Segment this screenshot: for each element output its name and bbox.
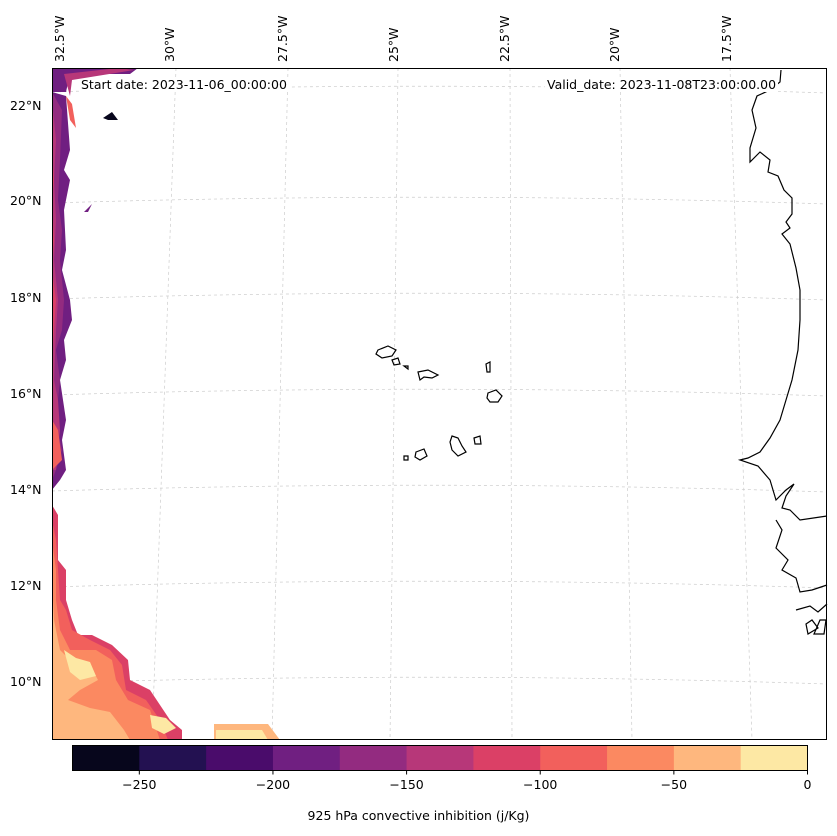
colorbar-segment xyxy=(540,745,608,771)
colorbar-tick-label: −200 xyxy=(255,776,291,792)
island-santiago xyxy=(449,435,467,457)
island-sal xyxy=(485,361,491,373)
island-santo-antao xyxy=(375,345,397,359)
colorbar-segment xyxy=(206,745,274,771)
colorbar-label: 925 hPa convective inhibition (j/Kg) xyxy=(307,808,530,823)
lat-label-14: 14°N xyxy=(10,482,42,497)
colorbar-segment xyxy=(339,745,408,771)
cin-contours xyxy=(52,68,280,740)
gridline-lat-16 xyxy=(51,388,828,397)
lat-label-12: 12°N xyxy=(10,578,42,593)
coastline-south xyxy=(775,519,828,635)
gridline-lon-30 xyxy=(151,67,177,741)
gridline-lat-20 xyxy=(51,196,828,205)
colorbar-segment xyxy=(406,745,474,771)
colorbar-tick-label: −100 xyxy=(523,776,558,792)
gridline-lat-12 xyxy=(51,580,828,589)
island-boa-vista xyxy=(486,389,503,403)
gridline-lon-25 xyxy=(389,67,399,741)
colorbar-tick-label: −250 xyxy=(122,776,157,792)
colorbar-frame xyxy=(72,745,808,771)
colorbar-segment xyxy=(607,745,675,771)
lat-label-16: 16°N xyxy=(10,386,42,401)
contour-lower-left-pale xyxy=(64,650,96,680)
colorbar-tick-label: −150 xyxy=(389,776,424,792)
lon-label-25: 25°W xyxy=(386,27,401,62)
cape-verde-islands xyxy=(375,345,503,461)
colorbar-segment xyxy=(139,745,207,771)
island-brava xyxy=(403,455,409,461)
island-santa-luzia xyxy=(402,365,409,371)
colorbar-segment xyxy=(272,745,341,771)
colorbar-tick-label: −50 xyxy=(660,776,688,792)
colorbar-segment xyxy=(740,745,808,771)
gridline-lat-14 xyxy=(51,484,828,493)
start-date-label: Start date: 2023-11-06_00:00:00 xyxy=(79,77,289,92)
map-frame xyxy=(52,68,827,740)
island-maio xyxy=(473,435,482,445)
lon-label-17-5: 17.5°W xyxy=(719,15,734,62)
island-fogo xyxy=(414,448,428,461)
island-sao-vicente xyxy=(391,357,401,366)
colorbar-segment xyxy=(673,745,742,771)
lon-label-32-5: 32.5°W xyxy=(52,15,67,62)
colorbar-tick-label: 0 xyxy=(803,776,812,792)
lat-label-18: 18°N xyxy=(10,290,42,305)
lat-label-10: 10°N xyxy=(10,674,42,689)
lon-label-20: 20°W xyxy=(607,27,622,62)
lat-label-22: 22°N xyxy=(10,98,42,113)
island-sao-nicolau xyxy=(417,369,440,382)
contour-left-orange-band xyxy=(52,420,62,470)
contour-top-orange xyxy=(66,96,76,128)
lon-label-27-5: 27.5°W xyxy=(275,15,290,62)
colorbar-segment xyxy=(72,745,140,771)
lat-label-20: 20°N xyxy=(10,193,42,208)
contour-blob-a xyxy=(103,112,118,120)
gridline-lon-27-5 xyxy=(271,67,289,741)
colorbar xyxy=(72,745,808,775)
contour-lower-left-pale2 xyxy=(150,715,176,734)
lon-label-30: 30°W xyxy=(162,27,177,62)
gridline-lat-10 xyxy=(51,676,828,685)
contour-bottom-strip-pale xyxy=(216,730,268,740)
gridline-lat-18 xyxy=(51,292,828,301)
colorbar-segment xyxy=(473,745,541,771)
gridlines xyxy=(51,67,828,741)
valid-date-label: Valid_date: 2023-11-08T23:00:00.00 xyxy=(545,77,779,92)
coastline-main xyxy=(737,69,828,521)
gridline-lon-17-5 xyxy=(729,67,753,741)
contour-left-band-mid xyxy=(52,92,64,480)
contour-blob-b xyxy=(84,204,92,212)
contour-left-band-inner xyxy=(52,100,60,470)
contour-top-strip-inner xyxy=(64,68,134,96)
gridline-lon-20 xyxy=(619,67,633,741)
lon-label-22-5: 22.5°W xyxy=(497,15,512,62)
west-africa-coastline xyxy=(737,69,828,635)
gridline-lon-22-5 xyxy=(509,67,513,741)
